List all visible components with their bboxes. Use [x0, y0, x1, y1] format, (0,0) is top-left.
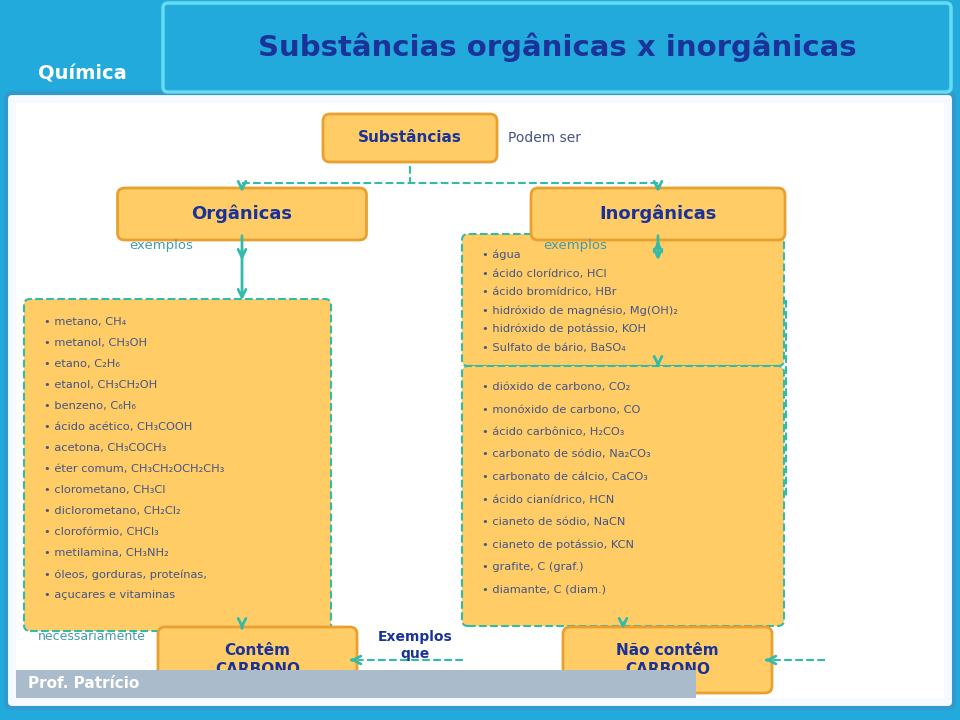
Text: Exemplos
que: Exemplos que: [377, 630, 452, 661]
FancyBboxPatch shape: [563, 627, 772, 693]
FancyBboxPatch shape: [462, 366, 784, 626]
Text: • acetona, CH₃COCH₃: • acetona, CH₃COCH₃: [44, 443, 166, 453]
FancyBboxPatch shape: [16, 670, 696, 698]
FancyBboxPatch shape: [117, 188, 367, 240]
Text: • metanol, CH₃OH: • metanol, CH₃OH: [44, 338, 147, 348]
Text: Substâncias orgânicas x inorgânicas: Substâncias orgânicas x inorgânicas: [257, 32, 856, 62]
Text: Podem ser: Podem ser: [508, 131, 581, 145]
Text: • carbonato de cálcio, CaCO₃: • carbonato de cálcio, CaCO₃: [482, 472, 648, 482]
Text: Orgânicas: Orgânicas: [191, 204, 293, 223]
Text: • metano, CH₄: • metano, CH₄: [44, 317, 127, 327]
FancyBboxPatch shape: [163, 3, 951, 92]
FancyBboxPatch shape: [462, 234, 784, 366]
Text: exemplos: exemplos: [543, 239, 607, 252]
Text: • cianeto de sódio, NaCN: • cianeto de sódio, NaCN: [482, 517, 625, 527]
FancyBboxPatch shape: [0, 0, 960, 95]
Text: • monóxido de carbono, CO: • monóxido de carbono, CO: [482, 405, 640, 415]
Text: necessariamente: necessariamente: [38, 630, 146, 643]
Text: Não contêm
CARBONO: Não contêm CARBONO: [616, 643, 719, 677]
Text: • clorometano, CH₃Cl: • clorometano, CH₃Cl: [44, 485, 165, 495]
Text: • óleos, gorduras, proteínas,: • óleos, gorduras, proteínas,: [44, 569, 206, 580]
Text: Substâncias: Substâncias: [358, 130, 462, 145]
Text: • diclorometano, CH₂Cl₂: • diclorometano, CH₂Cl₂: [44, 506, 180, 516]
Text: • ácido acético, CH₃COOH: • ácido acético, CH₃COOH: [44, 422, 192, 432]
Text: • carbonato de sódio, Na₂CO₃: • carbonato de sódio, Na₂CO₃: [482, 449, 651, 459]
Text: Prof. Patrício: Prof. Patrício: [28, 677, 139, 691]
FancyBboxPatch shape: [531, 188, 785, 240]
Text: • etanol, CH₃CH₂OH: • etanol, CH₃CH₂OH: [44, 380, 157, 390]
Text: Inorgânicas: Inorgânicas: [599, 204, 717, 223]
Text: • metilamina, CH₃NH₂: • metilamina, CH₃NH₂: [44, 548, 169, 558]
Text: • benzeno, C₆H₆: • benzeno, C₆H₆: [44, 401, 136, 411]
Text: • dióxido de carbono, CO₂: • dióxido de carbono, CO₂: [482, 382, 631, 392]
Text: • ácido cianídrico, HCN: • ácido cianídrico, HCN: [482, 495, 614, 505]
FancyBboxPatch shape: [158, 627, 357, 693]
Text: • Sulfato de bário, BaSO₄: • Sulfato de bário, BaSO₄: [482, 343, 626, 353]
Text: • éter comum, CH₃CH₂OCH₂CH₃: • éter comum, CH₃CH₂OCH₂CH₃: [44, 464, 225, 474]
Text: • açucares e vitaminas: • açucares e vitaminas: [44, 590, 175, 600]
Text: • ácido clorídrico, HCl: • ácido clorídrico, HCl: [482, 269, 607, 279]
Text: • grafite, C (graf.): • grafite, C (graf.): [482, 562, 584, 572]
FancyBboxPatch shape: [24, 299, 331, 631]
Text: • ácido carbônico, H₂CO₃: • ácido carbônico, H₂CO₃: [482, 427, 624, 437]
FancyBboxPatch shape: [16, 103, 944, 698]
Text: Contêm
CARBONO: Contêm CARBONO: [215, 643, 300, 677]
Text: • hidróxido de magnésio, Mg(OH)₂: • hidróxido de magnésio, Mg(OH)₂: [482, 305, 678, 316]
FancyBboxPatch shape: [6, 93, 954, 708]
Text: Química: Química: [37, 64, 127, 83]
Text: • ácido bromídrico, HBr: • ácido bromídrico, HBr: [482, 287, 616, 297]
Text: exemplos: exemplos: [130, 239, 193, 252]
FancyBboxPatch shape: [323, 114, 497, 162]
Text: • diamante, C (diam.): • diamante, C (diam.): [482, 585, 606, 595]
Text: • clorofórmio, CHCl₃: • clorofórmio, CHCl₃: [44, 527, 158, 537]
Text: • cianeto de potássio, KCN: • cianeto de potássio, KCN: [482, 539, 634, 550]
Text: • hidróxido de potássio, KOH: • hidróxido de potássio, KOH: [482, 324, 646, 335]
Text: • etano, C₂H₆: • etano, C₂H₆: [44, 359, 120, 369]
Text: • água: • água: [482, 250, 520, 261]
